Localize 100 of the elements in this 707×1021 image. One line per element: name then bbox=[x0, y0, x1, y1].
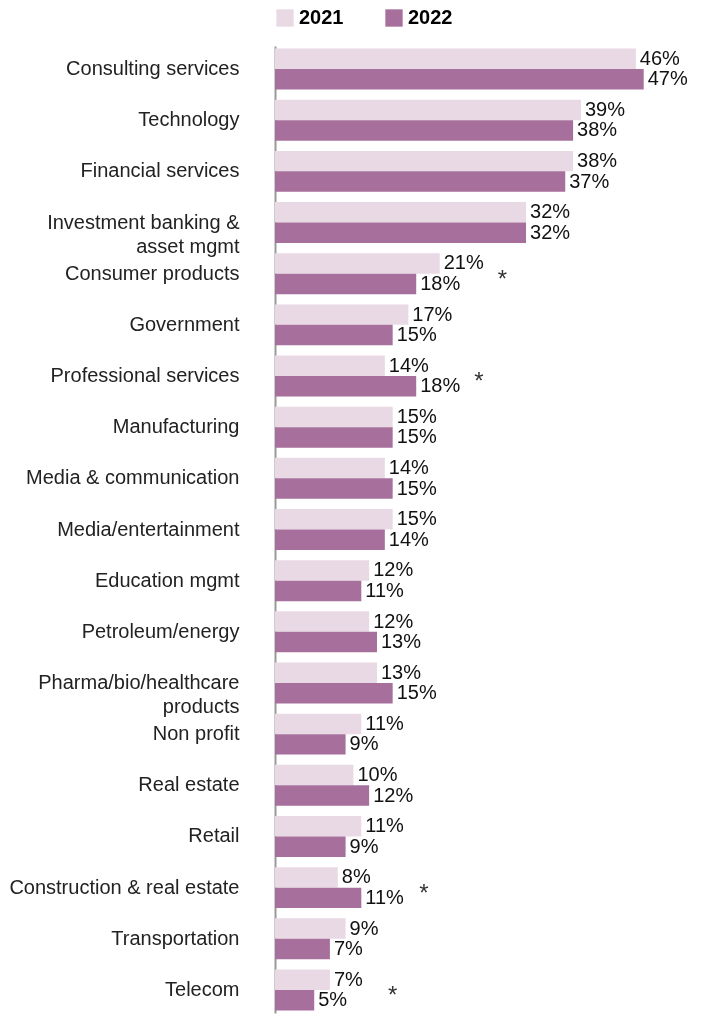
data-label: 11% bbox=[365, 885, 405, 908]
y-tick-label: Media/entertainment bbox=[57, 517, 240, 540]
bar bbox=[275, 580, 362, 602]
y-tick-label: Transportation bbox=[111, 926, 240, 949]
data-label: 8% bbox=[341, 865, 371, 888]
annotation: * bbox=[497, 264, 508, 292]
bar bbox=[275, 682, 393, 704]
data-label: 5% bbox=[318, 988, 348, 1011]
data-label: 47% bbox=[647, 67, 688, 90]
bar bbox=[275, 222, 527, 243]
data-label: 11% bbox=[365, 578, 405, 601]
bar bbox=[275, 662, 377, 683]
bar bbox=[275, 785, 370, 806]
annotation: * bbox=[474, 367, 484, 395]
bar bbox=[275, 69, 644, 90]
data-label: 12% bbox=[373, 558, 414, 581]
annotation: * bbox=[387, 980, 398, 1008]
data-label: 12% bbox=[373, 783, 414, 806]
y-tick-label: Retail bbox=[188, 824, 240, 847]
bar bbox=[275, 376, 417, 397]
data-label: 15% bbox=[396, 476, 437, 499]
data-label: 14% bbox=[388, 527, 430, 550]
y-tick-label: Telecom bbox=[165, 977, 240, 1000]
data-label: 46% bbox=[639, 46, 681, 69]
bar bbox=[275, 324, 393, 346]
bar bbox=[275, 560, 370, 581]
y-tick-label: Real estate bbox=[138, 773, 240, 796]
y-tick-label: Construction & real estate bbox=[9, 875, 240, 898]
data-label: 14% bbox=[388, 456, 430, 479]
bar bbox=[275, 816, 362, 837]
data-label: 7% bbox=[333, 967, 364, 990]
data-label: 15% bbox=[396, 681, 437, 704]
y-tick-label: Government bbox=[129, 312, 240, 335]
y-tick-label: Consulting services bbox=[66, 57, 240, 80]
bar bbox=[275, 631, 377, 653]
y-tick-label: Consumer products bbox=[64, 261, 240, 284]
data-label: 18% bbox=[420, 374, 461, 397]
data-label: 15% bbox=[396, 404, 437, 427]
bar bbox=[275, 150, 574, 172]
annotation: * bbox=[419, 878, 429, 906]
data-label: 32% bbox=[530, 220, 571, 243]
bar bbox=[275, 529, 385, 550]
bar bbox=[275, 918, 346, 939]
bar bbox=[275, 253, 440, 274]
data-label: 9% bbox=[349, 732, 379, 755]
data-label: 21% bbox=[443, 251, 484, 274]
data-label: 13% bbox=[380, 660, 422, 683]
bar bbox=[275, 406, 393, 428]
bar bbox=[275, 713, 362, 735]
bar bbox=[275, 887, 362, 909]
data-label: 39% bbox=[584, 97, 626, 120]
bar bbox=[275, 611, 370, 632]
legend-label: 2022 bbox=[408, 6, 453, 28]
data-label: 15% bbox=[396, 323, 437, 346]
bar bbox=[275, 304, 409, 325]
data-label: 7% bbox=[333, 937, 364, 960]
data-label: 11% bbox=[365, 814, 405, 837]
data-label: 37% bbox=[569, 169, 610, 192]
bar bbox=[275, 734, 346, 755]
bar bbox=[275, 202, 527, 223]
data-label: 9% bbox=[349, 834, 379, 857]
y-tick-label: Professional services bbox=[50, 364, 240, 387]
bar bbox=[275, 478, 393, 499]
data-label: 18% bbox=[420, 271, 461, 294]
bar bbox=[275, 764, 354, 786]
bar bbox=[275, 99, 581, 121]
bar bbox=[275, 171, 566, 192]
y-tick-label: Investment banking & asset mgmt bbox=[47, 210, 241, 257]
y-tick-label: Education mgmt bbox=[94, 568, 240, 591]
y-tick-label: Non profit bbox=[152, 722, 240, 745]
data-label: 32% bbox=[530, 200, 571, 223]
data-label: 9% bbox=[349, 916, 379, 939]
bar bbox=[275, 457, 385, 479]
data-label: 17% bbox=[412, 302, 453, 325]
bar bbox=[275, 836, 346, 857]
data-label: 38% bbox=[577, 149, 618, 172]
y-tick-label: Financial services bbox=[80, 159, 240, 182]
bar bbox=[275, 273, 417, 295]
data-label: 15% bbox=[396, 507, 437, 530]
data-label: 15% bbox=[396, 425, 437, 448]
data-label: 13% bbox=[380, 630, 422, 653]
y-tick-label: Media & communication bbox=[26, 466, 240, 489]
bar bbox=[275, 989, 315, 1011]
data-label: 11% bbox=[365, 711, 405, 734]
bar bbox=[275, 48, 636, 70]
data-label: 10% bbox=[357, 763, 398, 786]
bar bbox=[275, 427, 393, 448]
data-label: 14% bbox=[388, 353, 430, 376]
bar bbox=[275, 355, 385, 377]
data-label: 12% bbox=[373, 609, 414, 632]
bar bbox=[275, 120, 574, 141]
y-tick-label: Petroleum/energy bbox=[81, 619, 240, 642]
data-label: 38% bbox=[577, 118, 618, 141]
bar bbox=[275, 938, 330, 960]
bar bbox=[275, 509, 393, 530]
y-tick-label: Technology bbox=[138, 108, 240, 131]
y-tick-label: Pharma/bio/healthcare products bbox=[38, 670, 240, 717]
bar bbox=[275, 969, 330, 990]
y-tick-label: Manufacturing bbox=[112, 415, 240, 438]
legend-label: 2021 bbox=[299, 6, 344, 28]
